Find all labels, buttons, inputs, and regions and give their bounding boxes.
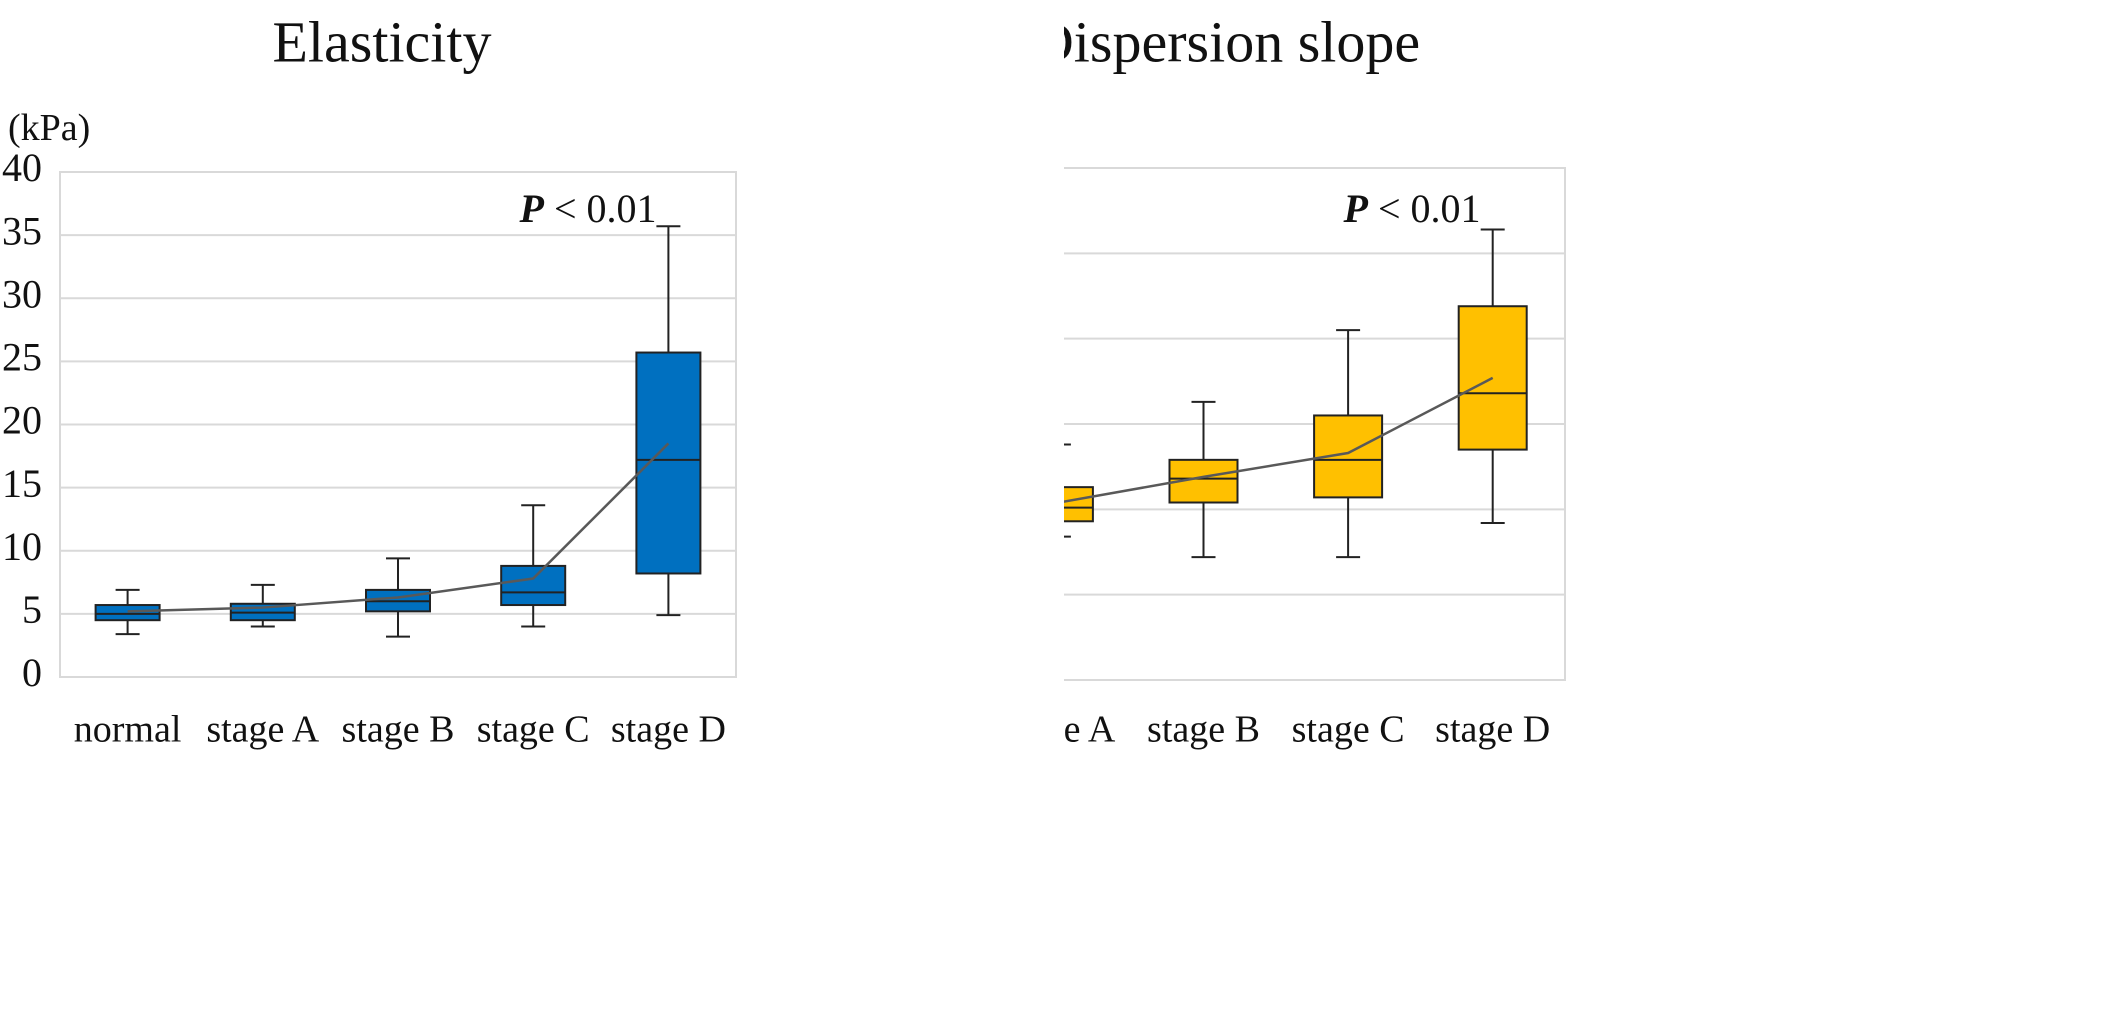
p-threshold: < 0.01	[1368, 186, 1481, 231]
box-iqr	[1168, 458, 1239, 504]
y-tick-label: 0	[22, 650, 42, 695]
elasticity-chart: Elasticity (kPa) 0 5 10 15 20 25 30 35 40 normal sta…	[2, 9, 737, 751]
y-tick-label: 25	[2, 335, 42, 380]
elasticity-chart-panel: Elasticity (kPa) 0 5 10 15 20 25 30 35 40 normal sta…	[0, 0, 1064, 1010]
y-tick-label: 35	[2, 208, 42, 253]
box-plot-stage-A	[229, 583, 296, 628]
x-category-label: stage D	[1435, 709, 1550, 751]
x-category-label: stage B	[1147, 709, 1260, 751]
chart-title: Elasticity	[272, 9, 491, 74]
box-plot-normal	[94, 588, 161, 636]
box-plot-stage-C	[1313, 329, 1384, 559]
y-tick-label: 5	[22, 587, 42, 632]
y-tick-label: 30	[2, 271, 42, 316]
box-iqr	[635, 351, 702, 575]
y-axis-unit-label: (kPa)	[8, 107, 90, 149]
mean-trend-line	[914, 376, 1494, 514]
p-value-annotation: P < 0.01	[519, 186, 657, 231]
y-tick-label: 40	[2, 145, 42, 190]
x-category-label: stage D	[611, 709, 726, 751]
p-symbol: P	[519, 186, 545, 231]
box-iqr	[1457, 305, 1528, 451]
box-iqr	[500, 564, 567, 607]
box-iqr	[94, 604, 161, 622]
box-plot-stage-A	[1023, 443, 1094, 538]
x-category-label: stage C	[477, 709, 590, 751]
x-category-label: normal	[74, 709, 182, 751]
x-category-label: stage A	[1064, 709, 1116, 751]
box-plot-stage-D	[635, 225, 702, 617]
box-plot-stage-B	[1168, 400, 1239, 559]
mean-trend-line	[127, 442, 670, 613]
chart-title: Dispersion slope	[1064, 9, 1420, 74]
box-plot-stage-C	[500, 504, 567, 628]
box-plot-stage-D	[1457, 228, 1528, 524]
p-value-annotation: P < 0.01	[1343, 186, 1481, 231]
y-tick-label: 15	[2, 461, 42, 506]
p-threshold: < 0.01	[544, 186, 657, 231]
dispersion-slope-chart: Dispersion slope(m/s/kHz)051015202530nor…	[786, 9, 1566, 751]
x-category-label: stage A	[206, 709, 319, 751]
dispersion-slope-chart-panel: Dispersion slope(m/s/kHz)051015202530nor…	[786, 0, 2128, 1010]
x-category-label: stage C	[1292, 709, 1405, 751]
y-tick-label: 10	[2, 524, 42, 569]
y-tick-label: 20	[2, 398, 42, 443]
box-iqr	[1023, 486, 1094, 523]
x-category-label: stage B	[342, 709, 455, 751]
p-symbol: P	[1343, 186, 1369, 231]
